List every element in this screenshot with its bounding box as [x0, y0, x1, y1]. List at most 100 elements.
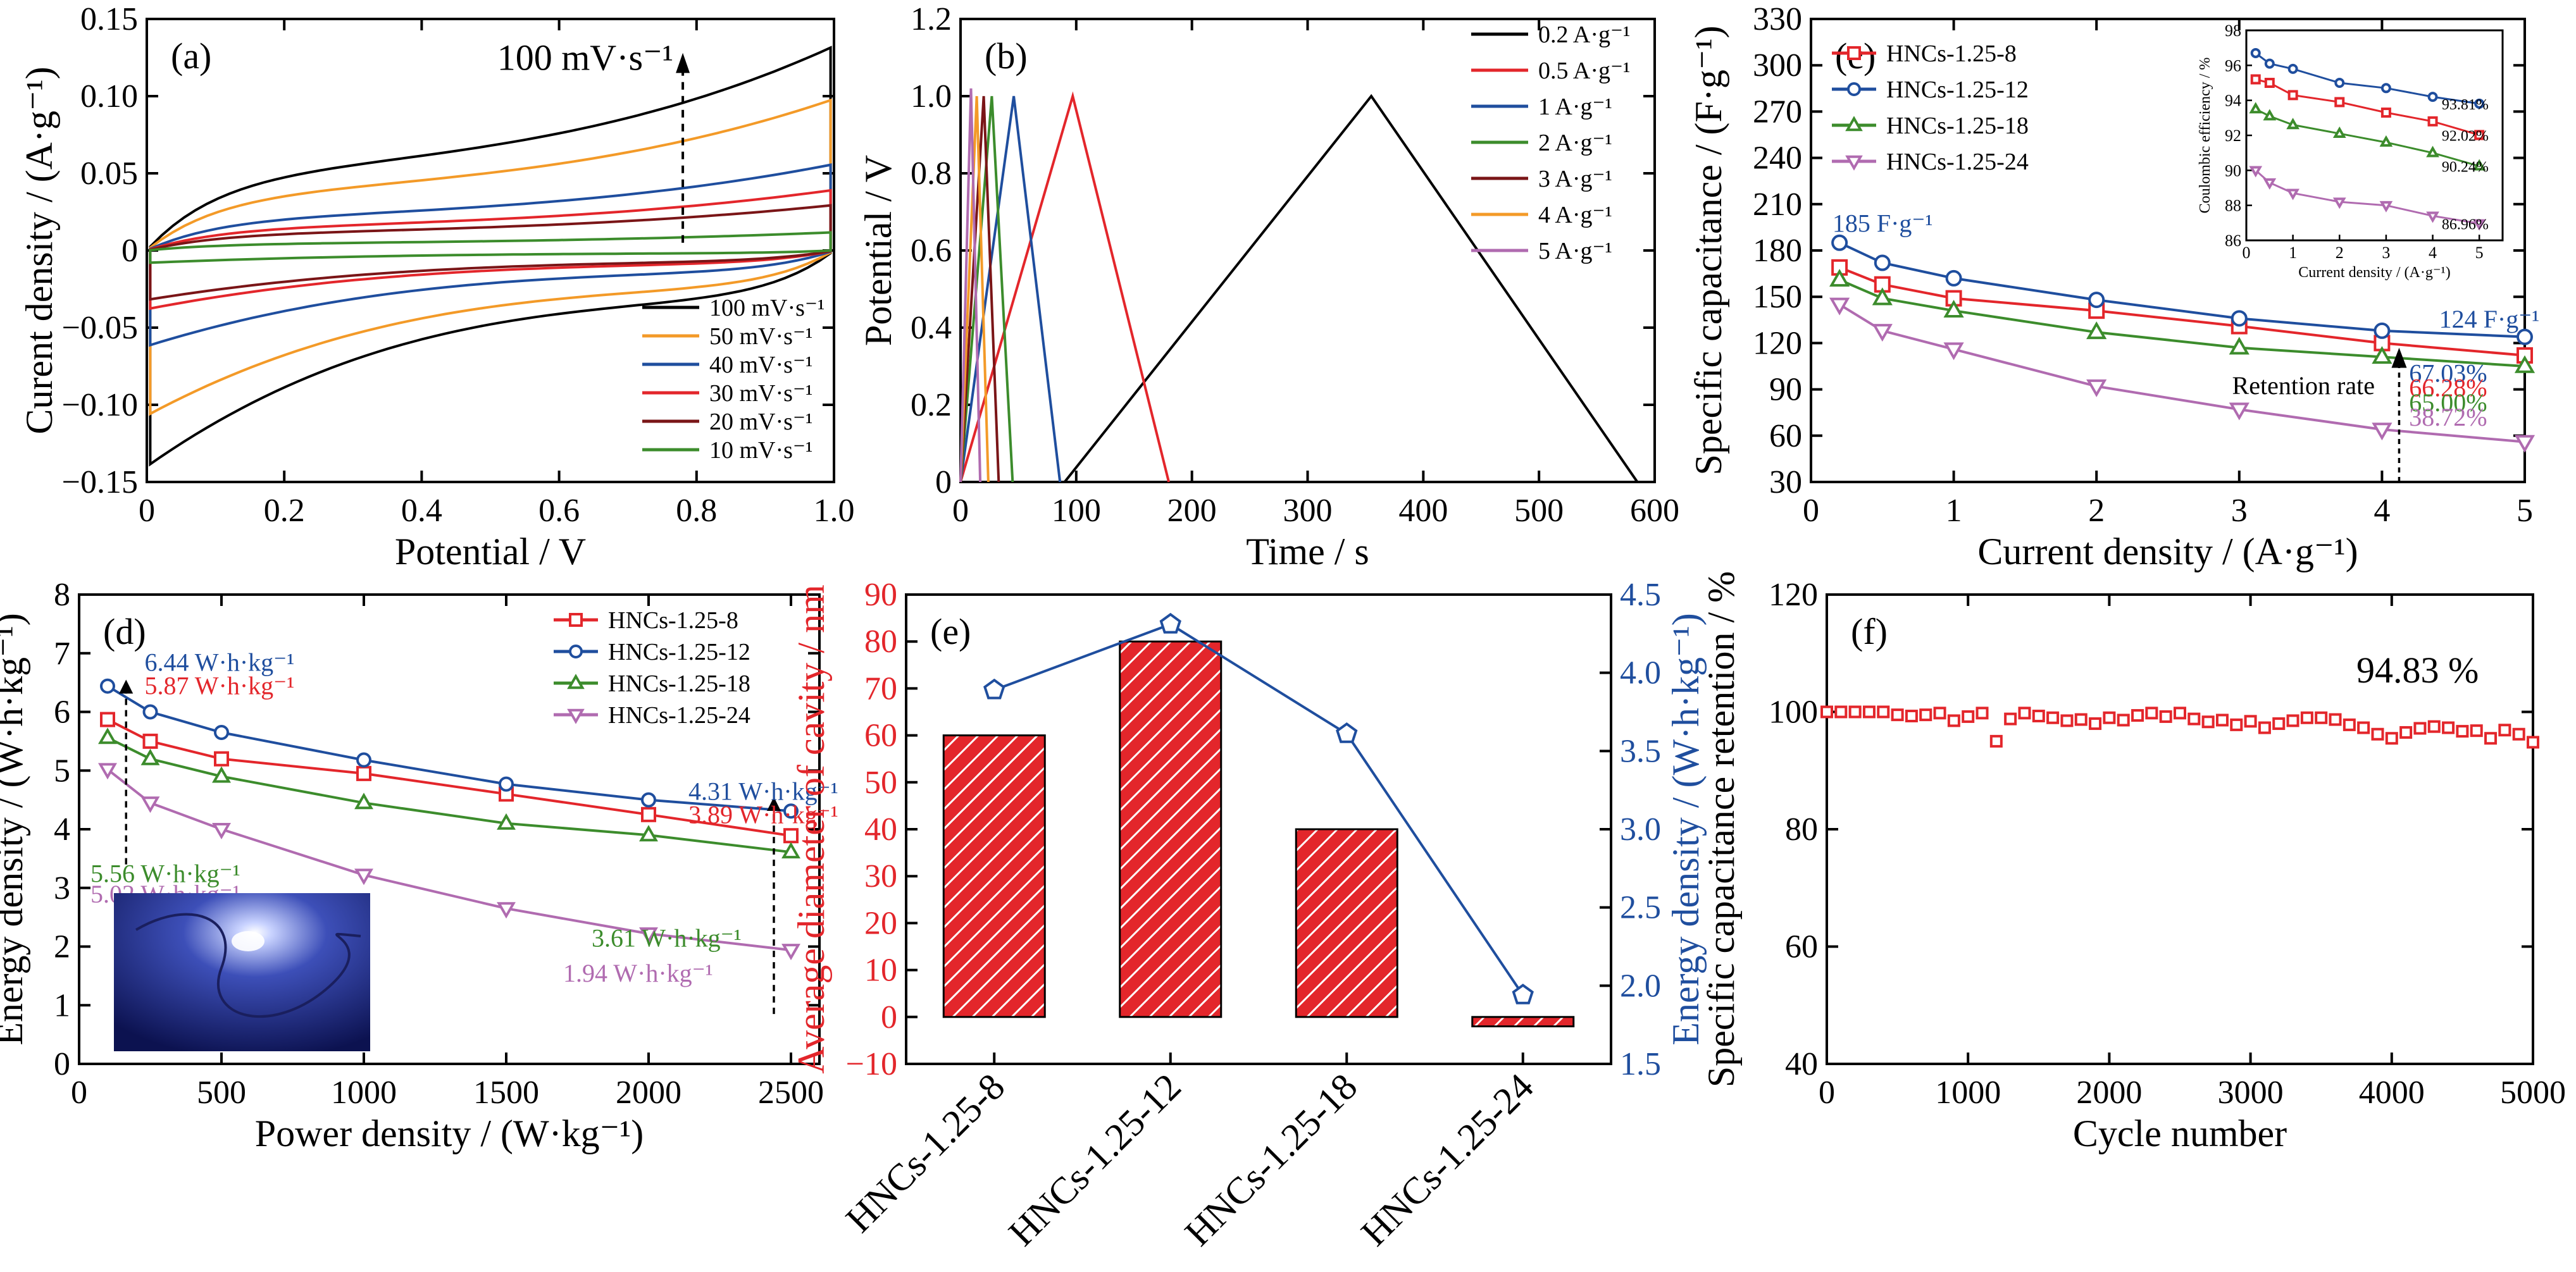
retention-point	[1962, 710, 1975, 723]
legend-entry: 20 mV·s⁻¹	[642, 409, 812, 435]
inset-point	[2426, 145, 2439, 157]
y-tick-label: 90	[1769, 372, 1802, 408]
gcd-curve	[959, 96, 1014, 483]
inset-value-label: 90.24%	[2442, 159, 2489, 176]
retention-point	[2089, 717, 2102, 731]
x-tick-label: 500	[1514, 493, 1564, 529]
retention-point	[2074, 713, 2088, 726]
retention-point	[2018, 707, 2031, 720]
x-tick-label: 0	[1803, 493, 1819, 529]
capacitance-point	[2514, 355, 2536, 373]
cv-curve	[149, 231, 832, 264]
x-tick-label: 0	[139, 493, 155, 529]
capacitance-point	[1874, 254, 1891, 271]
capacitance-point	[1943, 299, 1964, 318]
y-tick-label: −0.10	[62, 387, 138, 423]
panel-c: 0 1 2 3 4 5306090120150180210240270300330Curr…	[1688, 1, 2539, 572]
y-tick-label: −0.15	[62, 464, 138, 500]
inset-point	[2286, 188, 2299, 201]
legend-entry: HNCs-1.25-18	[1832, 113, 2029, 139]
inset-y-tick-label: 90	[2225, 161, 2241, 180]
energy-value-label: 4.31 W·h·kg⁻¹	[688, 777, 838, 806]
y-tick-label: 80	[1785, 812, 1818, 848]
x-tick-label: 4	[2374, 493, 2390, 529]
inset-y-tick-label: 88	[2225, 197, 2241, 215]
inset-value-label: 93.81%	[2442, 97, 2489, 113]
legend-entry: 10 mV·s⁻¹	[642, 437, 812, 464]
energy-point	[140, 796, 160, 813]
x-tick-label: 3000	[2218, 1075, 2284, 1111]
energy-point	[983, 678, 1005, 700]
y-tick-label: 6	[54, 695, 70, 731]
legend-label: 50 mV·s⁻¹	[709, 323, 812, 350]
retention-point	[2032, 709, 2045, 722]
inset-point	[2472, 159, 2486, 171]
retention-point	[2258, 721, 2271, 734]
retention-point	[2272, 717, 2286, 731]
x-tick-label: 5	[2517, 493, 2533, 529]
energy-point	[356, 752, 371, 768]
retention-point	[2159, 710, 2172, 723]
retention-point	[2201, 715, 2215, 729]
legend-entry: 1 A·g⁻¹	[1471, 94, 1612, 120]
x-tick-label: 200	[1167, 493, 1217, 529]
legend-label: 0.5 A·g⁻¹	[1538, 58, 1630, 84]
inset-x-tick-label: 5	[2475, 244, 2484, 262]
inset-x-tick-label: 0	[2243, 244, 2251, 262]
y-tick-label: 270	[1753, 94, 1802, 130]
x-tick-label: 1000	[1935, 1075, 2001, 1111]
legend-entry: 50 mV·s⁻¹	[642, 323, 812, 350]
y-tick-label: 60	[864, 718, 897, 754]
photo-background	[114, 893, 370, 1051]
retention-point	[2300, 711, 2313, 724]
energy-point	[641, 792, 656, 808]
retention-point	[2145, 707, 2158, 720]
y-tick-label: 0	[935, 464, 952, 500]
retention-point	[2215, 713, 2229, 727]
energy-point	[1159, 612, 1181, 634]
cavity-bar-zero	[1471, 1016, 1575, 1028]
legend-entry: HNCs-1.25-18	[554, 670, 750, 697]
legend-label: 30 mV·s⁻¹	[709, 380, 812, 407]
retention-point	[2484, 732, 2498, 745]
energy-point	[354, 868, 373, 886]
y-tick-label: 210	[1753, 187, 1802, 223]
y2-tick-label: 4.5	[1620, 577, 1661, 613]
legend-entry: HNCs-1.25-24	[1832, 149, 2029, 175]
y-axis-label: Specific capacitance / (F·g⁻¹)	[1688, 26, 1729, 476]
retention-point	[1834, 705, 1848, 719]
x-tick-label: 1500	[473, 1075, 539, 1111]
retention-value: 65.00%	[2409, 388, 2487, 417]
arrowhead	[767, 796, 781, 811]
device-photo	[114, 893, 370, 1051]
y-tick-label: −0.05	[62, 310, 138, 346]
capacitance-point	[2372, 346, 2392, 364]
y2-tick-label: 2.0	[1620, 968, 1661, 1004]
inset-y-tick-label: 96	[2225, 56, 2241, 75]
energy-point	[98, 727, 117, 744]
inset-x-tick-label: 2	[2336, 244, 2344, 262]
energy-point	[1512, 984, 1534, 1004]
legend-entry: HNCs-1.25-12	[554, 639, 750, 665]
retention-point	[2371, 727, 2384, 741]
y-tick-label: 0.6	[911, 233, 952, 269]
x-axis-label: Time / s	[1246, 531, 1369, 572]
capacitance-point	[2229, 337, 2249, 355]
retention-point	[2286, 714, 2299, 727]
y-tick-label: 0	[121, 233, 138, 269]
energy-value-label: 5.56 W·h·kg⁻¹	[90, 859, 240, 887]
legend-label: 10 mV·s⁻¹	[709, 437, 812, 464]
y-tick-label: 0.4	[911, 310, 952, 346]
inset-value-label: 86.96%	[2442, 216, 2489, 233]
retention-point	[1905, 709, 1918, 722]
panel-a: 0 0.2 0.4 0.6 0.8 1.0 −0.15 −0.10 −0.05 0 0.05 0.10…	[18, 1, 855, 572]
inset-point	[2334, 78, 2345, 88]
x-tick-label: 500	[197, 1075, 246, 1111]
retention-point	[2442, 721, 2455, 734]
y-tick-label: 50	[864, 765, 897, 801]
panel-b: 0 100 200 300 400 500 600 0 0.2 0.4 0.6 0.8 1.0 1.2 Ti…	[857, 1, 1679, 572]
energy-point	[214, 751, 229, 767]
legend-label: HNCs-1.25-18	[608, 670, 750, 697]
panel-e: −10 0 10 20 30 40 50 60 70 80 90 1.5 2.0 2.5 3.0 3.5 4.0…	[790, 577, 1707, 1254]
y-axis-label: Specific capacitance retention / %	[1700, 571, 1742, 1087]
